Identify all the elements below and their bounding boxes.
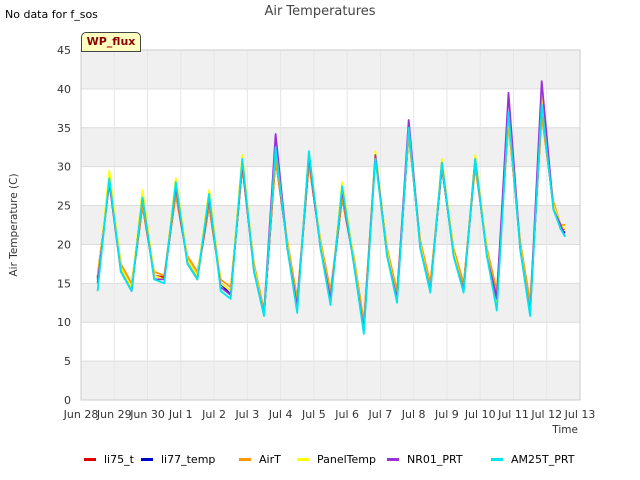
y-tick-label: 5 — [64, 355, 71, 368]
legend-swatch — [387, 457, 399, 461]
x-tick-label: Jul 8 — [401, 408, 426, 421]
legend-label: li77_temp — [161, 453, 216, 466]
legend-label: NR01_PRT — [407, 453, 463, 466]
legend-label: AirT — [259, 453, 281, 466]
x-tick-label: Jul 7 — [368, 408, 393, 421]
legend-item-PanelTemp: PanelTemp — [297, 453, 376, 466]
y-tick-label: 40 — [57, 83, 71, 96]
x-tick-label: Jul 12 — [530, 408, 562, 421]
legend-swatch — [84, 457, 96, 461]
series-line-AM25T_PRT — [96, 103, 566, 335]
x-tick-label: Jul 13 — [564, 408, 596, 421]
y-tick-label: 10 — [57, 316, 71, 329]
x-tick-label: Jul 10 — [464, 408, 496, 421]
legend-item-NR01_PRT: NR01_PRT — [387, 453, 463, 466]
x-tick-label: Jul 1 — [168, 408, 193, 421]
x-tick-label: Jun 30 — [129, 408, 165, 421]
legend-item-li75_t: li75_t — [84, 453, 134, 466]
legend-swatch — [141, 457, 153, 461]
x-tick-label: Jul 6 — [334, 408, 359, 421]
wp-flux-badge: WP_flux — [81, 32, 141, 52]
y-tick-label: 20 — [57, 238, 71, 251]
legend-label: AM25T_PRT — [511, 453, 575, 466]
x-tick-label: Jun 28 — [63, 408, 99, 421]
legend-item-AirT: AirT — [239, 453, 281, 466]
y-tick-label: 15 — [57, 277, 71, 290]
x-tick-label: Jul 3 — [234, 408, 259, 421]
legend-label: li75_t — [104, 453, 134, 466]
grid-band — [81, 205, 580, 245]
plot-border — [80, 49, 581, 401]
legend-swatch — [297, 457, 309, 461]
y-tick-label: 25 — [57, 200, 71, 213]
legend-swatch — [239, 457, 251, 461]
grid-band — [81, 127, 580, 167]
y-tick-label: 30 — [57, 161, 71, 174]
y-tick-label: 0 — [64, 394, 71, 407]
legend-label: PanelTemp — [317, 453, 376, 466]
y-tick-label: 45 — [57, 44, 71, 57]
legend-item-AM25T_PRT: AM25T_PRT — [491, 453, 574, 466]
x-tick-label: Jul 9 — [434, 408, 459, 421]
legend-swatch — [491, 457, 503, 461]
x-tick-label: Jul 5 — [301, 408, 326, 421]
chart-title: Air Temperatures — [264, 4, 376, 19]
x-tick-label: Jul 11 — [497, 408, 529, 421]
grid-band — [81, 50, 580, 89]
legend-item-li77_temp: li77_temp — [141, 453, 215, 466]
y-tick-label: 35 — [57, 122, 71, 135]
no-data-note: No data for f_sos — [5, 8, 98, 21]
y-axis-label: Air Temperature (C) — [8, 173, 20, 276]
x-tick-label: Jun 29 — [96, 408, 132, 421]
x-tick-label: Jul 4 — [268, 408, 293, 421]
x-tick-label: Jul 2 — [201, 408, 226, 421]
x-axis-label: Time — [551, 424, 578, 436]
grid-band — [81, 361, 580, 400]
chart-legend: li75_t li77_temp AirT PanelTemp NR01_PRT AM25… — [0, 453, 640, 469]
